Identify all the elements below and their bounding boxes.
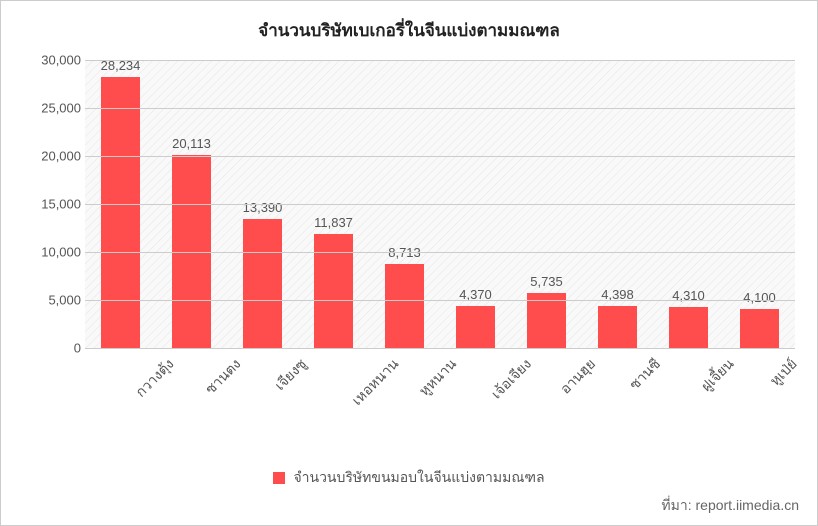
bar-value-label: 4,100 bbox=[743, 290, 776, 305]
source-prefix: ที่มา: bbox=[661, 497, 695, 513]
bar bbox=[456, 306, 495, 348]
chart-title: จำนวนบริษัทเบเกอรี่ในจีนแบ่งตามมณฑล bbox=[15, 17, 803, 44]
bar-value-label: 20,113 bbox=[172, 136, 211, 151]
gridline bbox=[85, 60, 795, 61]
ytick-label: 0 bbox=[21, 341, 81, 356]
ytick-label: 25,000 bbox=[21, 101, 81, 116]
plot-wrapper: 28,23420,11313,39011,8378,7134,3705,7354… bbox=[21, 50, 801, 420]
ytick-label: 20,000 bbox=[21, 149, 81, 164]
bar bbox=[740, 309, 779, 348]
gridline bbox=[85, 252, 795, 253]
xtick-label: อานฮุย bbox=[555, 354, 601, 400]
bar bbox=[598, 306, 637, 348]
xtick-label: ซานซี bbox=[624, 354, 665, 395]
ytick-label: 5,000 bbox=[21, 293, 81, 308]
xtick-label: หูหนาน bbox=[414, 354, 462, 402]
xtick-label: หูเป่ย์ bbox=[765, 354, 803, 392]
gridline bbox=[85, 204, 795, 205]
bar bbox=[385, 264, 424, 348]
source-text: ที่มา: report.iimedia.cn bbox=[661, 495, 799, 517]
gridline bbox=[85, 348, 795, 349]
xtick-label: เหอหนาน bbox=[347, 354, 404, 411]
bar bbox=[243, 219, 282, 348]
gridline bbox=[85, 300, 795, 301]
bar-value-label: 11,837 bbox=[314, 215, 353, 230]
xtick-label: ซานตง bbox=[200, 354, 246, 400]
xtick-label: เจียงซู bbox=[269, 354, 311, 396]
bar-value-label: 13,390 bbox=[243, 200, 283, 215]
legend-swatch bbox=[273, 472, 285, 484]
xtick-label: เจ้อเจียง bbox=[486, 354, 537, 405]
ytick-label: 15,000 bbox=[21, 197, 81, 212]
bar-value-label: 5,735 bbox=[530, 274, 563, 289]
plot-area: 28,23420,11313,39011,8378,7134,3705,7354… bbox=[85, 60, 795, 348]
legend-item: จำนวนบริษัทขนมอบในจีนแบ่งตามมณฑล bbox=[273, 467, 544, 489]
source-value: report.iimedia.cn bbox=[696, 497, 800, 513]
legend-label: จำนวนบริษัทขนมอบในจีนแบ่งตามมณฑล bbox=[293, 467, 544, 489]
xtick-label: กวางตุ้ง bbox=[130, 354, 179, 403]
bar bbox=[527, 293, 566, 348]
chart-container: จำนวนบริษัทเบเกอรี่ในจีนแบ่งตามมณฑล 28,2… bbox=[0, 0, 818, 526]
bar bbox=[669, 307, 708, 348]
bar bbox=[101, 77, 140, 348]
ytick-label: 10,000 bbox=[21, 245, 81, 260]
legend: จำนวนบริษัทขนมอบในจีนแบ่งตามมณฑล bbox=[1, 467, 817, 489]
ytick-label: 30,000 bbox=[21, 53, 81, 68]
xtick-label: ฝูเจี้ยน bbox=[696, 354, 739, 397]
gridline bbox=[85, 108, 795, 109]
gridline bbox=[85, 156, 795, 157]
